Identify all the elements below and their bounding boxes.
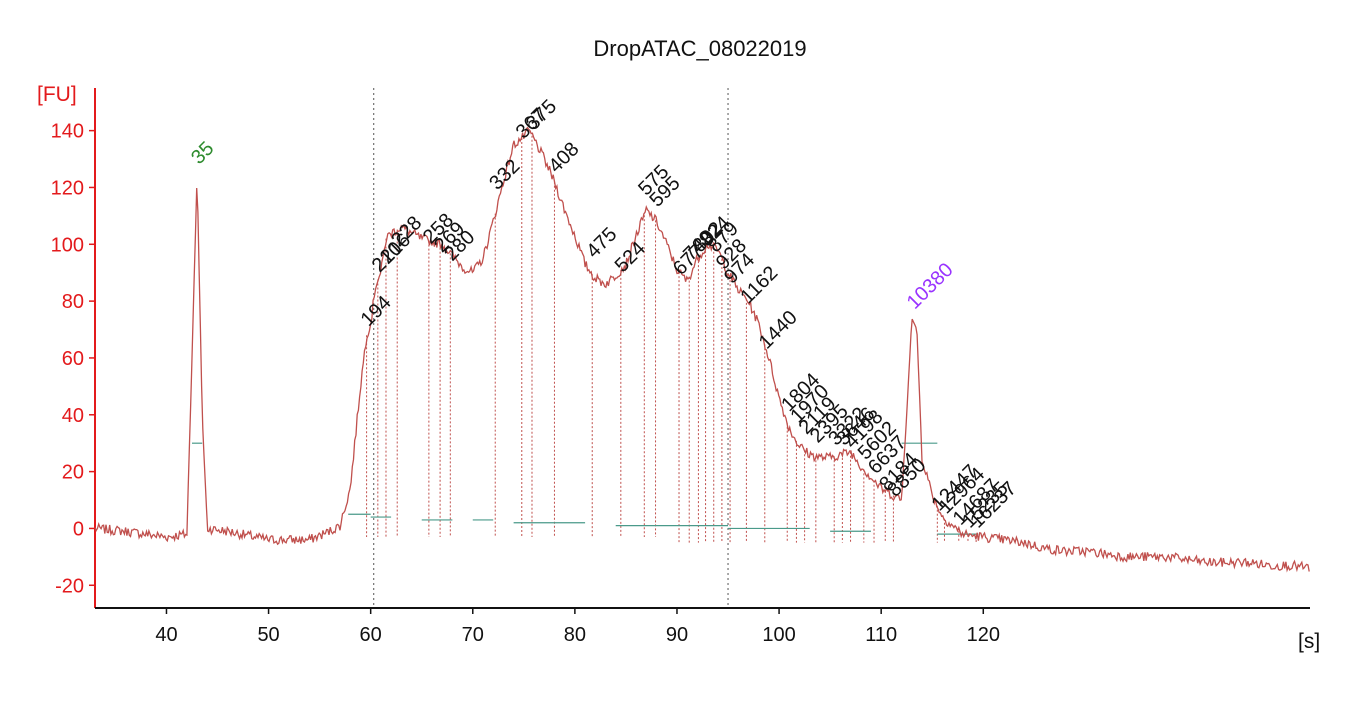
chart-title: DropATAC_08022019	[593, 36, 806, 61]
x-tick-label: 90	[666, 624, 688, 646]
y-tick-label: 60	[62, 348, 84, 370]
peak-labels: 3519421021622825826928033236737540847552…	[187, 96, 1021, 533]
peak-label: 10380	[903, 259, 958, 314]
x-tick-label: 110	[865, 624, 897, 646]
peak-label: 1440	[755, 306, 802, 353]
peak-dropline-group	[191, 135, 979, 543]
y-tick-label: 140	[51, 121, 84, 143]
trace-group	[94, 126, 1310, 573]
x-tick-label: 120	[967, 624, 1000, 646]
peak-label: 194	[357, 292, 396, 331]
y-tick-label: 80	[62, 291, 84, 313]
y-tick-label: 40	[62, 405, 84, 427]
electropherogram-trace	[94, 126, 1310, 573]
y-tick-label: -20	[55, 575, 84, 597]
y-axis-unit-label: [FU]	[37, 83, 77, 106]
axis-ticks: 140 120 100 80 60 40 20 0 -20 40 50 60 70 80 90 100 110 1…	[51, 121, 1000, 646]
x-tick-label: 70	[462, 624, 484, 646]
axes	[94, 88, 1310, 609]
region-markers	[373, 88, 729, 608]
x-tick-label: 60	[360, 624, 382, 646]
y-tick-label: 0	[73, 518, 84, 540]
x-tick-label: 40	[155, 624, 177, 646]
x-tick-label: 50	[257, 624, 279, 646]
y-tick-label: 100	[51, 234, 84, 256]
peak-label: 35	[187, 137, 218, 168]
x-axis-unit-label: [s]	[1298, 630, 1320, 653]
x-tick-label: 100	[762, 624, 795, 646]
peak-label: 332	[485, 155, 524, 194]
y-tick-label: 20	[62, 462, 84, 484]
x-tick-label: 80	[564, 624, 586, 646]
y-tick-label: 120	[51, 177, 84, 199]
